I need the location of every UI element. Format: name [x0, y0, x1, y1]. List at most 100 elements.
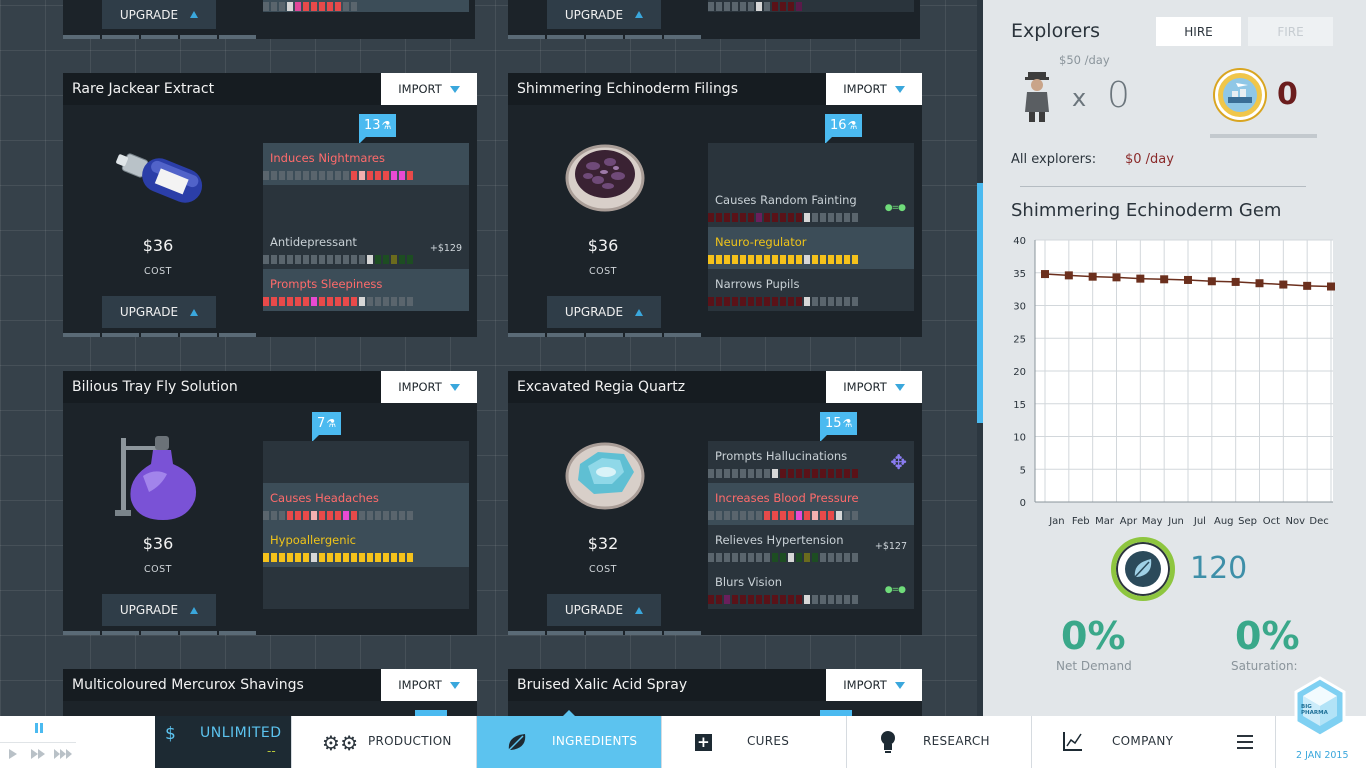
- effect-row[interactable]: Hypoallergenic: [263, 525, 469, 567]
- chart-x-tick-label: Dec: [1309, 516, 1328, 527]
- scrollbar-thumb[interactable]: [977, 183, 983, 423]
- big-pharma-logo[interactable]: BIG PHARMA: [1293, 676, 1347, 738]
- nav-company[interactable]: COMPANY: [1031, 716, 1216, 768]
- upgrade-button[interactable]: UPGRADE: [102, 296, 216, 328]
- strength-segment: [852, 595, 858, 604]
- effect-row[interactable]: Neuro-regulator: [708, 227, 914, 269]
- ingredient-card: Shimmering Echinoderm Filings IMPORT $36…: [508, 73, 922, 337]
- strength-segment: [828, 297, 834, 306]
- strength-segment: [732, 511, 738, 520]
- ingredient-title: Excavated Regia Quartz: [517, 379, 686, 395]
- fast-forward-icon[interactable]: [31, 749, 45, 759]
- money-display[interactable]: $ UNLIMITED --: [155, 716, 291, 768]
- effect-row[interactable]: Induces Nightmares: [263, 143, 469, 185]
- strength-segment: [836, 255, 842, 264]
- chart-y-tick-label: 0: [1020, 498, 1026, 509]
- import-dropdown[interactable]: IMPORT: [381, 371, 477, 403]
- strength-segment: [724, 255, 730, 264]
- effect-value: +$127: [874, 541, 907, 552]
- play-icon[interactable]: [9, 749, 17, 759]
- chart-data-point: [1231, 277, 1240, 286]
- strength-segment: [772, 595, 778, 604]
- hire-button[interactable]: HIRE: [1156, 17, 1241, 46]
- date-divider: [1275, 716, 1276, 768]
- strength-segment: [724, 469, 730, 478]
- expedition-ship-icon: [1215, 70, 1265, 120]
- chevron-down-icon: [449, 681, 460, 689]
- effect-row[interactable]: Blurs Vision ●=●: [708, 567, 914, 609]
- effect-row[interactable]: Antidepressant +$129: [263, 227, 469, 269]
- card-top-right-partial: UPGRADE: [508, 0, 920, 39]
- strength-segment: [383, 255, 389, 264]
- strength-segment: [836, 213, 842, 222]
- concentration-value: 7: [317, 416, 326, 431]
- effect-row[interactable]: Causes Random Fainting ●=●: [708, 185, 914, 227]
- strength-segment: [303, 511, 309, 520]
- strength-segment: [756, 553, 762, 562]
- strength-segment: [287, 171, 293, 180]
- effect-row[interactable]: Prompts Sleepiness: [263, 269, 469, 311]
- effect-row[interactable]: Relieves Hypertension +$127: [708, 525, 914, 567]
- import-dropdown[interactable]: IMPORT: [381, 669, 477, 701]
- chart-data-point: [1160, 275, 1169, 284]
- effect-strength-bar: [708, 469, 858, 478]
- card-top-left-partial: UPGRADE: [63, 0, 475, 39]
- ingredient-price: $36: [142, 236, 174, 255]
- fire-button[interactable]: FIRE: [1248, 17, 1333, 46]
- upgrade-button[interactable]: UPGRADE: [547, 594, 661, 626]
- chart-data-point: [1064, 271, 1073, 280]
- strength-segment: [732, 297, 738, 306]
- upgrade-button[interactable]: UPGRADE: [102, 0, 216, 29]
- import-dropdown[interactable]: IMPORT: [381, 73, 477, 105]
- strength-segment: [844, 213, 850, 222]
- upgrade-button[interactable]: UPGRADE: [102, 594, 216, 626]
- effect-row[interactable]: Prompts Hallucinations ✥: [708, 441, 914, 483]
- strength-segment: [756, 297, 762, 306]
- ingredient-card: Bilious Tray Fly Solution IMPORT $36 COS…: [63, 371, 477, 635]
- strength-segment: [391, 511, 397, 520]
- saturation-value: 0%: [1235, 614, 1300, 658]
- upgrade-button[interactable]: UPGRADE: [547, 0, 661, 29]
- nav-cures[interactable]: + CURES: [661, 716, 846, 768]
- strength-segment: [263, 171, 269, 180]
- ingredient-card: Rare Jackear Extract IMPORT $36 COST UPG…: [63, 73, 477, 337]
- strength-segment: [263, 511, 269, 520]
- strength-segment: [343, 255, 349, 264]
- strength-segment: [279, 553, 285, 562]
- strength-segment: [407, 511, 413, 520]
- nav-production[interactable]: ⚙⚙ PRODUCTION: [291, 716, 476, 768]
- plus-box-icon: +: [695, 734, 712, 751]
- menu-icon[interactable]: [1237, 735, 1253, 749]
- chevron-down-icon: [449, 383, 460, 391]
- pause-icon[interactable]: [35, 723, 45, 735]
- strength-segment: [303, 297, 309, 306]
- strength-segment: [279, 297, 285, 306]
- strength-segment: [804, 595, 810, 604]
- catalyst-toggle-icon[interactable]: ●=●: [884, 203, 906, 213]
- strength-segment: [716, 553, 722, 562]
- strength-segment: [367, 297, 373, 306]
- effect-name: Induces Nightmares: [270, 151, 385, 165]
- upgrade-label: UPGRADE: [119, 305, 179, 319]
- catalyst-toggle-icon[interactable]: ●=●: [884, 585, 906, 595]
- strength-segment: [844, 255, 850, 264]
- strength-segment: [756, 255, 762, 264]
- strength-segment: [804, 553, 810, 562]
- strength-segment: [263, 255, 269, 264]
- strength-segment: [287, 511, 293, 520]
- import-dropdown[interactable]: IMPORT: [826, 73, 922, 105]
- import-dropdown[interactable]: IMPORT: [826, 669, 922, 701]
- move-arrows-icon[interactable]: ✥: [890, 450, 907, 474]
- strength-segment: [836, 511, 842, 520]
- effect-row[interactable]: Increases Blood Pressure: [708, 483, 914, 525]
- strength-segment: [295, 511, 301, 520]
- nav-research[interactable]: RESEARCH: [846, 716, 1031, 768]
- effect-row[interactable]: Causes Headaches: [263, 483, 469, 525]
- import-dropdown[interactable]: IMPORT: [826, 371, 922, 403]
- effects-panel: Induces Nightmares Antidepressant +$129 Pro…: [263, 143, 469, 311]
- scrollbar-track[interactable]: [977, 0, 983, 716]
- effect-row[interactable]: Narrows Pupils: [708, 269, 914, 311]
- fastest-forward-icon[interactable]: [54, 749, 72, 759]
- upgrade-button[interactable]: UPGRADE: [547, 296, 661, 328]
- nav-ingredients[interactable]: INGREDIENTS: [476, 710, 661, 768]
